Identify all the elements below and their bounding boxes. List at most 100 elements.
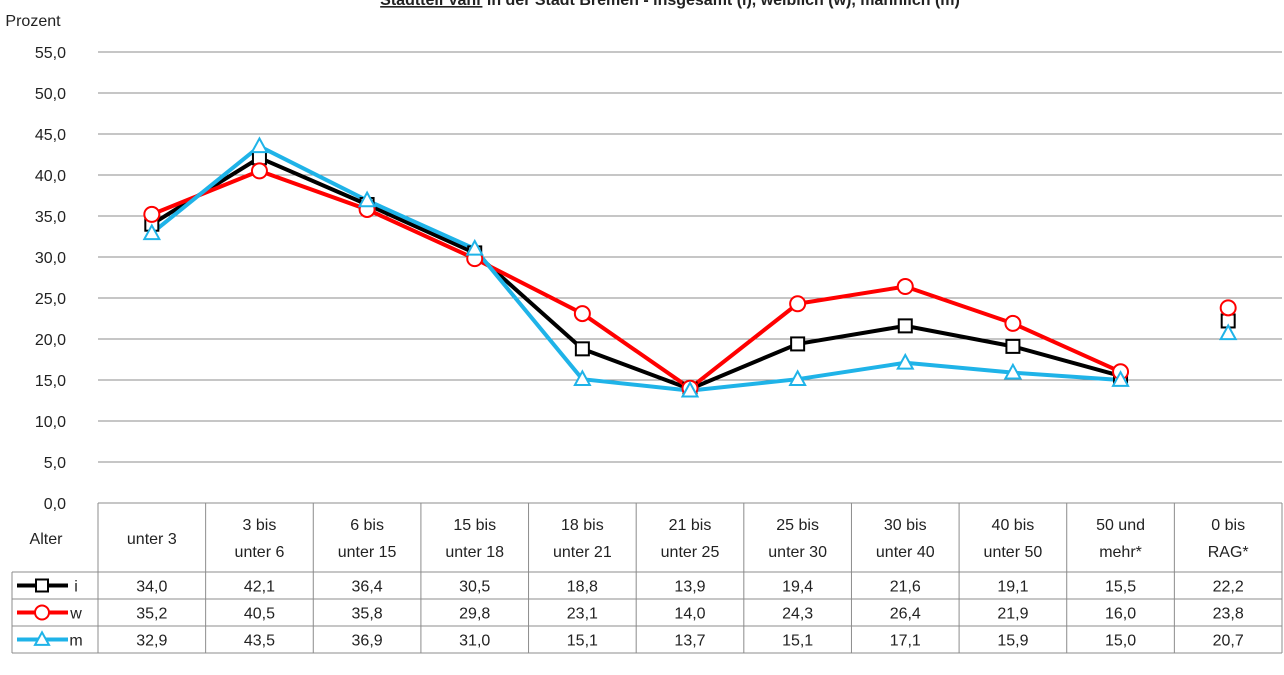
category-label: 3 bis (243, 517, 277, 534)
y-tick-label: 35,0 (35, 209, 66, 226)
y-tick-label: 25,0 (35, 291, 66, 308)
table-cell: 21,9 (997, 606, 1028, 623)
category-label: 25 bis (776, 517, 819, 534)
y-tick-label: 20,0 (35, 332, 66, 349)
series-line-i (150, 155, 1122, 392)
data-point-m (465, 238, 484, 256)
table-cell: 15,9 (997, 633, 1028, 650)
y-tick-label: 5,0 (44, 455, 66, 472)
category-label: 0 bis (1211, 517, 1245, 534)
category-label: 15 bis (453, 517, 496, 534)
series-line-m (150, 144, 1121, 393)
table-cell: 19,4 (782, 579, 813, 596)
y-tick-label: 40,0 (35, 168, 66, 185)
table-cell: 13,9 (674, 579, 705, 596)
category-label: unter 40 (876, 544, 935, 561)
category-label: unter 21 (553, 544, 612, 561)
data-point-i (574, 341, 590, 357)
legend-marker-i (35, 578, 49, 593)
series-line-w (151, 168, 1122, 391)
category-label: 6 bis (350, 517, 384, 534)
legend-label-w: w (69, 606, 82, 623)
y-tick-label: 0,0 (44, 496, 66, 513)
data-point-m (896, 352, 915, 370)
table-cell: 34,0 (136, 579, 167, 596)
category-label: unter 50 (984, 544, 1043, 561)
table-cell: 36,9 (352, 633, 383, 650)
category-label: unter 15 (338, 544, 397, 561)
legend-marker-w (34, 604, 50, 621)
data-point-m (142, 223, 162, 241)
table-cell: 20,7 (1213, 633, 1244, 650)
y-tick-label: 15,0 (35, 373, 66, 390)
table-cell: 16,0 (1105, 606, 1136, 623)
data-point-w (1004, 314, 1022, 332)
table-cell: 18,8 (567, 579, 598, 596)
table-cell: 35,2 (136, 606, 167, 623)
table-cell: 23,8 (1213, 606, 1244, 623)
table-cell: 15,1 (567, 633, 598, 650)
legend-label-i: i (74, 579, 78, 596)
data-point-w (1219, 299, 1237, 317)
data-point-m (1003, 362, 1023, 380)
data-point-w (143, 205, 161, 223)
data-point-w (573, 305, 591, 323)
y-axis: Prozent 0,0 5,0 10,0 15,0 20,0 25,0 30,0 35,0 40,… (5, 13, 66, 513)
table-cell: 14,0 (674, 606, 705, 623)
table-cell: 29,8 (459, 606, 490, 623)
y-tick-label: 30,0 (35, 250, 66, 267)
category-label: 30 bis (884, 517, 927, 534)
category-label: mehr* (1099, 544, 1142, 561)
y-axis-label: Prozent (5, 13, 61, 30)
category-label: 50 und (1096, 517, 1145, 534)
category-label: unter 18 (445, 544, 504, 561)
category-label: 21 bis (669, 517, 712, 534)
series-lines (150, 144, 1122, 393)
table-cell: 23,1 (567, 606, 598, 623)
category-label: 40 bis (992, 517, 1035, 534)
y-tick-label: 45,0 (35, 127, 66, 144)
table-cell: 24,3 (782, 606, 813, 623)
x-axis-label: Alter (30, 531, 64, 548)
table-cell: 26,4 (890, 606, 921, 623)
category-label: unter 25 (661, 544, 720, 561)
category-label: unter 6 (235, 544, 285, 561)
category-label: 18 bis (561, 517, 604, 534)
data-point-m (573, 369, 592, 387)
table-cell: 40,5 (244, 606, 275, 623)
title-underlined: Stadtteil Vahr (380, 0, 482, 9)
series-markers (142, 136, 1238, 398)
chart-title: Stadtteil Vahr in der Stadt Bremen - ins… (380, 0, 960, 9)
table-cell: 32,9 (136, 633, 167, 650)
table-cell: 17,1 (890, 633, 921, 650)
data-point-w (250, 162, 268, 180)
chart-title-text: Stadtteil Vahr in der Stadt Bremen - ins… (380, 0, 960, 9)
gridlines (98, 51, 1282, 463)
data-point-i (790, 336, 806, 352)
data-point-m (788, 369, 807, 387)
data-point-w (896, 278, 914, 296)
table-cell: 15,0 (1105, 633, 1136, 650)
table-cell: 43,5 (244, 633, 275, 650)
table-cell: 15,1 (782, 633, 813, 650)
table-cell: 30,5 (459, 579, 490, 596)
category-label: RAG* (1208, 544, 1249, 561)
y-tick-label: 10,0 (35, 414, 66, 431)
table-cell: 15,5 (1105, 579, 1136, 596)
table-cell: 36,4 (352, 579, 383, 596)
legend-marker-m (33, 630, 51, 646)
table-cell: 35,8 (352, 606, 383, 623)
category-label: unter 30 (768, 544, 827, 561)
title-rest: in der Stadt Bremen - insgesamt (i), wei… (482, 0, 959, 9)
table-cell: 13,7 (674, 633, 705, 650)
y-tick-label: 50,0 (35, 86, 66, 103)
data-point-i (897, 318, 913, 334)
data-point-m (357, 190, 377, 208)
data-point-i (1005, 338, 1021, 354)
table-cell: 21,6 (890, 579, 921, 596)
table-cell: 22,2 (1213, 579, 1244, 596)
data-point-w (789, 295, 807, 313)
y-tick-label: 55,0 (35, 45, 66, 62)
data-point-i (251, 150, 267, 166)
